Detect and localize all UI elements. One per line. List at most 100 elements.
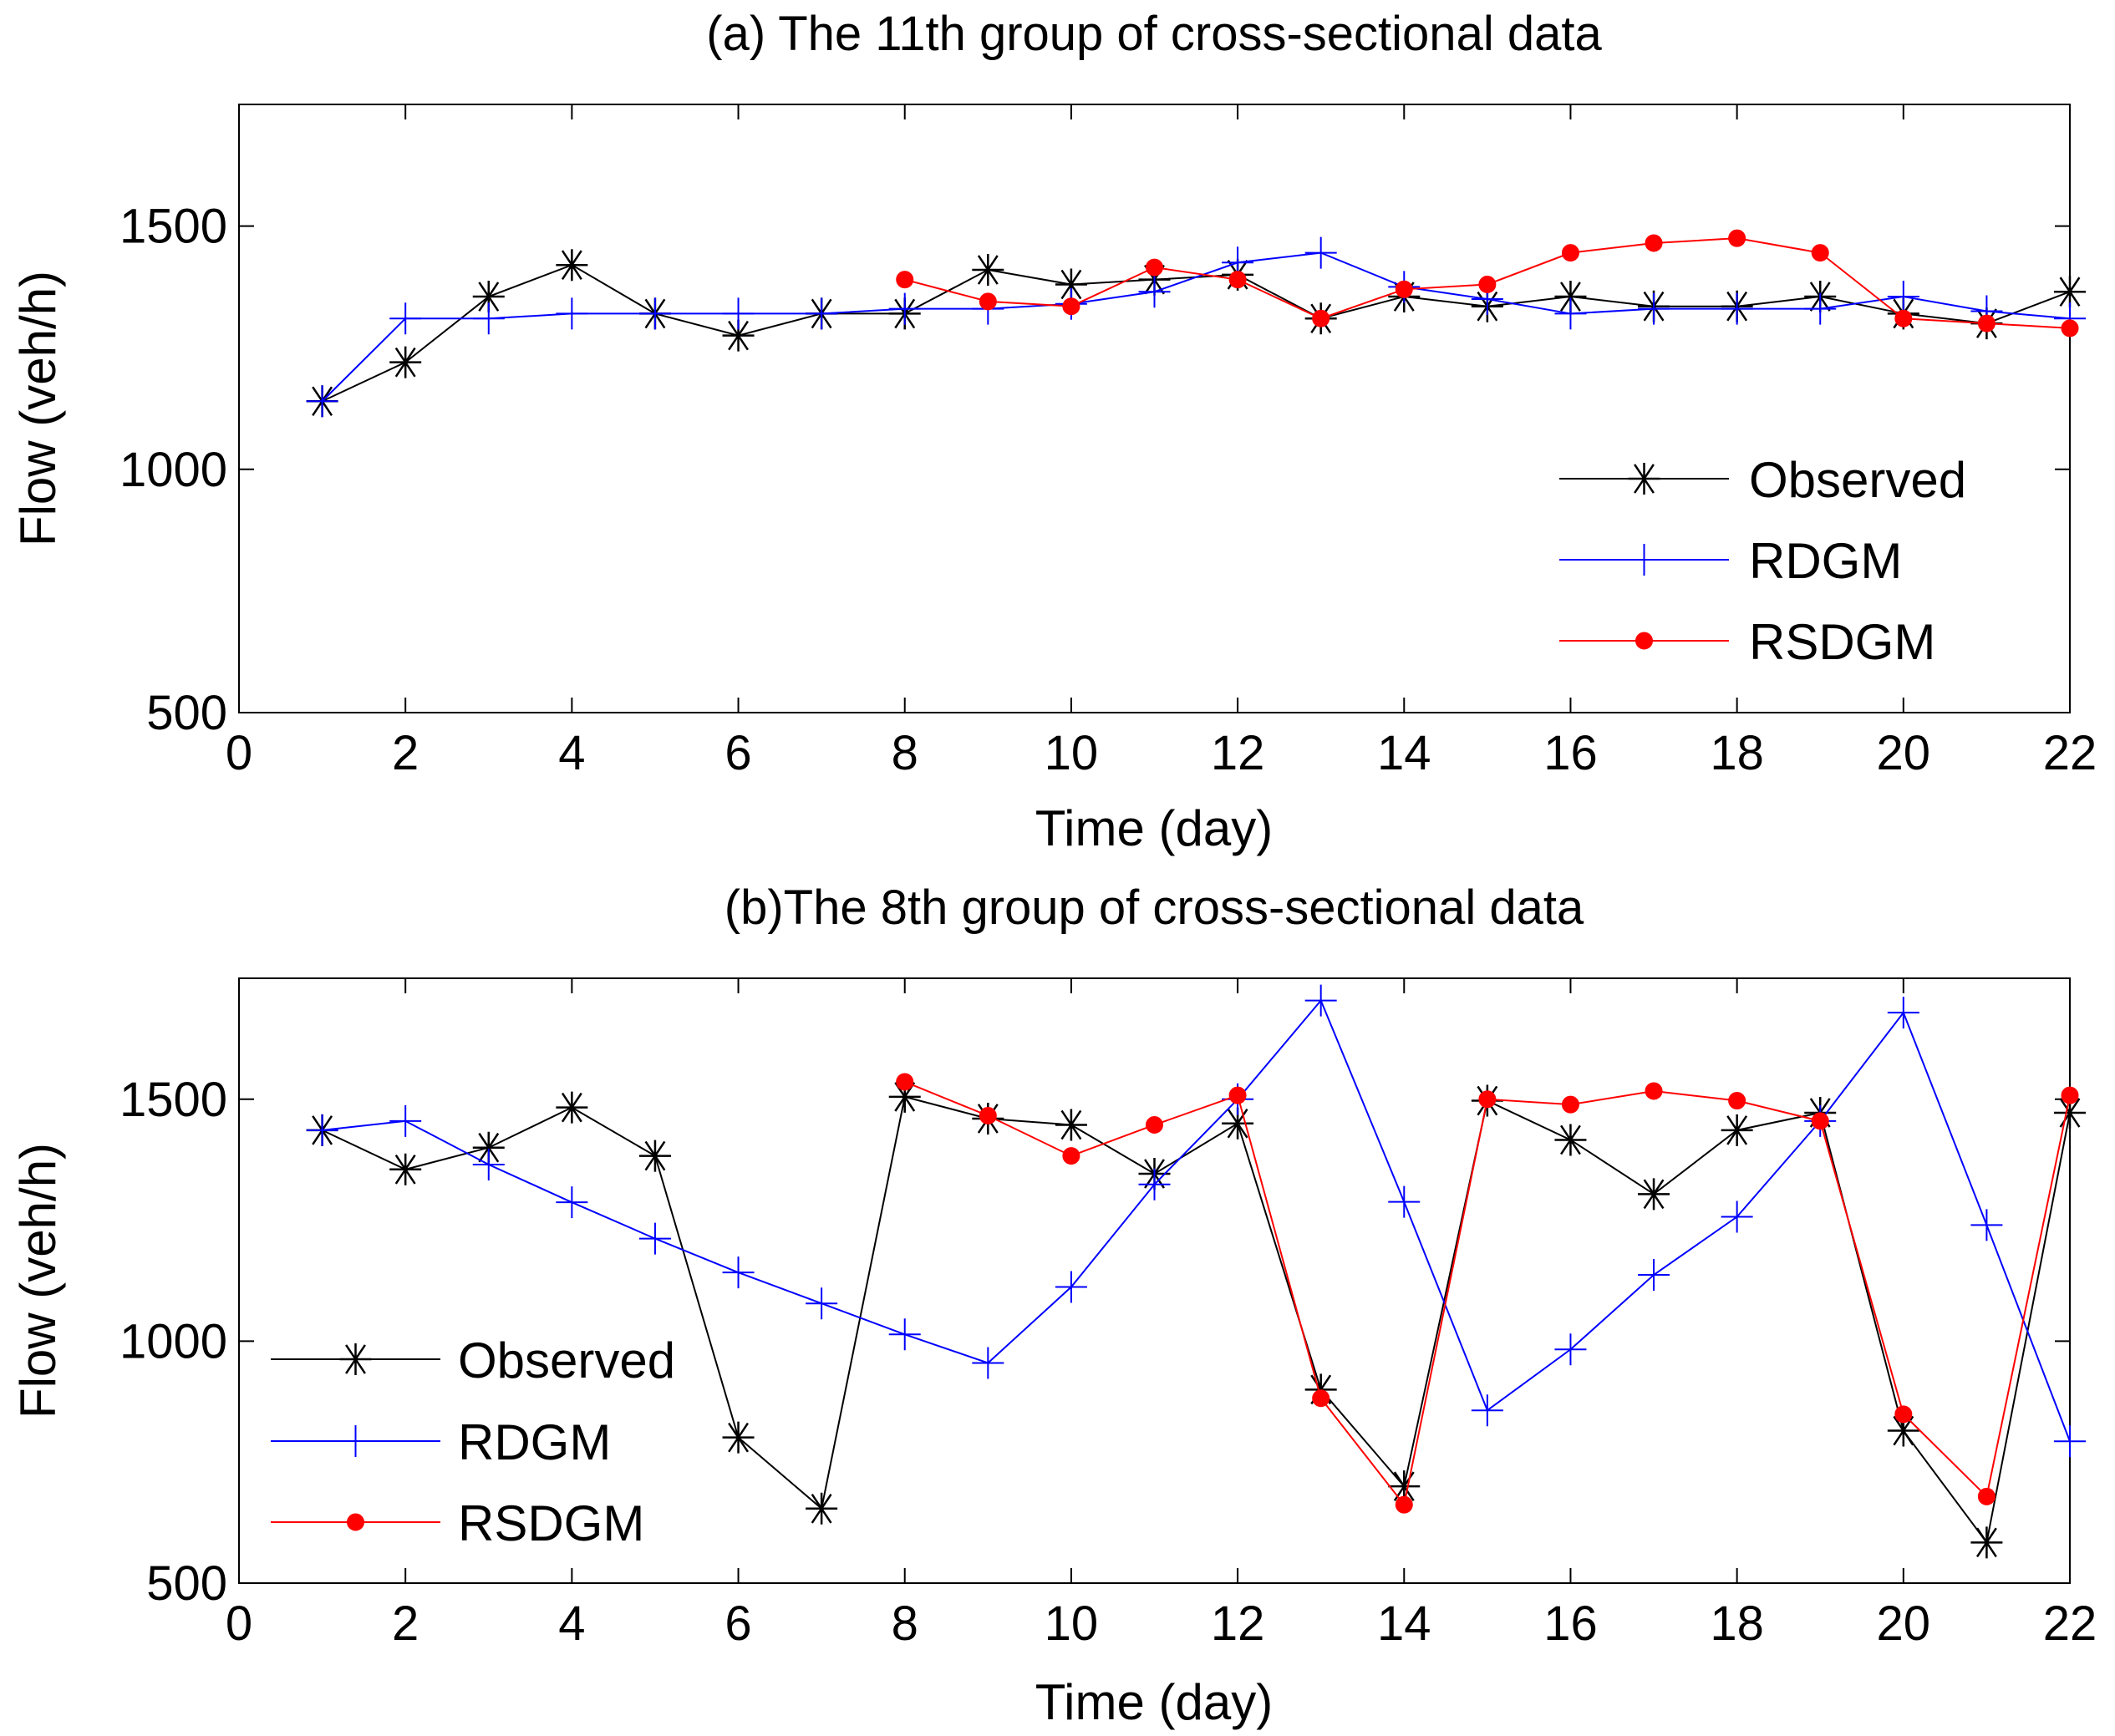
y-axis-label: Flow (veh/h) <box>10 271 66 546</box>
x-tick-label: 2 <box>392 1596 419 1651</box>
data-point-rdgm <box>1887 281 1919 313</box>
data-point-rdgm <box>1388 1185 1421 1218</box>
data-point-rdgm <box>1721 1200 1753 1233</box>
data-point-rsdgm <box>1728 229 1746 247</box>
data-point-observed <box>472 1131 505 1164</box>
x-tick-label: 16 <box>1543 1596 1598 1651</box>
data-point-observed <box>806 1492 838 1525</box>
x-axis-label: Time (day) <box>1035 800 1273 856</box>
data-point-observed <box>638 1140 671 1172</box>
x-tick-label: 6 <box>724 1596 751 1651</box>
data-point-rdgm <box>472 302 505 335</box>
data-point-rsdgm <box>1312 309 1330 327</box>
chart-title: (a) The 11th group of cross-sectional da… <box>706 7 1602 61</box>
x-tick-label: 4 <box>558 726 585 780</box>
data-point-rsdgm <box>1977 1487 1996 1505</box>
legend-marker-rsdgm <box>347 1513 364 1531</box>
data-point-rdgm <box>1138 1168 1171 1200</box>
data-point-rdgm <box>1721 292 1753 325</box>
data-point-rdgm <box>1055 1271 1087 1303</box>
data-point-observed <box>2054 276 2086 308</box>
data-point-rdgm <box>888 292 921 325</box>
y-tick-label: 500 <box>146 686 227 740</box>
x-tick-label: 20 <box>1877 726 1931 780</box>
data-point-observed <box>472 281 505 313</box>
y-tick-label: 1500 <box>119 200 227 254</box>
x-tick-label: 8 <box>892 1596 918 1651</box>
data-point-rdgm <box>1638 292 1670 325</box>
data-point-observed <box>556 249 588 282</box>
chart-panel-a: (a) The 11th group of cross-sectional da… <box>10 7 2097 856</box>
legend-marker-rdgm <box>1628 544 1660 576</box>
data-point-rdgm <box>2054 1425 2086 1458</box>
data-point-rsdgm <box>1645 234 1663 252</box>
y-tick-label: 500 <box>146 1556 227 1611</box>
legend-label-rdgm: RDGM <box>1749 533 1902 589</box>
data-point-rsdgm <box>1894 309 1913 327</box>
data-point-rdgm <box>638 297 671 330</box>
data-point-observed <box>1388 1470 1421 1503</box>
legend-marker-observed <box>1628 463 1660 495</box>
data-point-rdgm <box>556 297 588 330</box>
data-point-rdgm <box>638 1222 671 1255</box>
data-point-observed <box>972 254 1004 287</box>
x-tick-label: 12 <box>1211 726 1265 780</box>
data-point-observed <box>2054 1097 2086 1129</box>
data-point-rdgm <box>1887 997 1919 1029</box>
data-point-rsdgm <box>2061 1086 2079 1104</box>
data-point-rdgm <box>806 297 838 330</box>
data-point-rsdgm <box>1811 244 1829 262</box>
data-point-rdgm <box>722 297 755 330</box>
data-point-rsdgm <box>1977 314 1996 332</box>
data-point-rsdgm <box>1395 280 1413 298</box>
data-point-observed <box>722 1421 755 1454</box>
data-point-rdgm <box>306 1114 338 1146</box>
chart-panel-b: (b)The 8th group of cross-sectional data… <box>10 881 2097 1730</box>
data-point-observed <box>1970 1526 2003 1559</box>
data-point-rdgm <box>1304 236 1337 269</box>
data-point-rsdgm <box>1062 1147 1080 1165</box>
data-point-rdgm <box>1138 276 1171 308</box>
y-tick-label: 1000 <box>119 443 227 497</box>
x-tick-label: 4 <box>558 1596 585 1651</box>
legend-label-rsdgm: RSDGM <box>458 1495 644 1551</box>
data-point-observed <box>1055 1109 1087 1141</box>
data-point-rdgm <box>1638 1259 1670 1292</box>
data-point-observed <box>556 1091 588 1124</box>
y-tick-label: 1000 <box>119 1314 227 1368</box>
x-tick-label: 12 <box>1211 1596 1265 1651</box>
data-point-rsdgm <box>1395 1495 1413 1514</box>
data-point-rdgm <box>472 1148 505 1180</box>
data-point-rsdgm <box>1478 275 1497 293</box>
data-point-rdgm <box>1970 1209 2003 1241</box>
data-point-rdgm <box>1804 292 1837 325</box>
data-point-rdgm <box>1554 1333 1587 1366</box>
data-point-observed <box>1554 281 1587 313</box>
data-point-observed <box>389 346 422 378</box>
plot-area <box>238 104 2071 713</box>
x-tick-label: 0 <box>226 1596 252 1651</box>
x-tick-label: 18 <box>1710 1596 1764 1651</box>
data-point-observed <box>1554 1124 1587 1156</box>
data-point-observed <box>1887 1414 1919 1447</box>
legend-label-observed: Observed <box>1749 452 1966 508</box>
data-point-observed <box>389 1153 422 1185</box>
data-point-rsdgm <box>1728 1092 1746 1110</box>
legend-label-rdgm: RDGM <box>458 1414 611 1470</box>
data-point-rdgm <box>806 1287 838 1320</box>
x-tick-label: 18 <box>1710 726 1764 780</box>
data-point-rsdgm <box>1478 1090 1497 1109</box>
x-tick-label: 0 <box>226 726 252 780</box>
x-tick-label: 10 <box>1045 726 1099 780</box>
data-point-rdgm <box>888 1318 921 1351</box>
y-axis-label: Flow (veh/h) <box>10 1143 66 1419</box>
data-point-rsdgm <box>979 1106 997 1124</box>
x-tick-label: 20 <box>1877 1596 1931 1651</box>
y-tick-label: 1500 <box>119 1073 227 1127</box>
x-tick-label: 16 <box>1543 726 1598 780</box>
series-line-observed <box>322 1095 2071 1545</box>
data-point-rdgm <box>1471 1394 1503 1427</box>
data-point-observed <box>1055 268 1087 301</box>
x-tick-label: 14 <box>1377 726 1431 780</box>
